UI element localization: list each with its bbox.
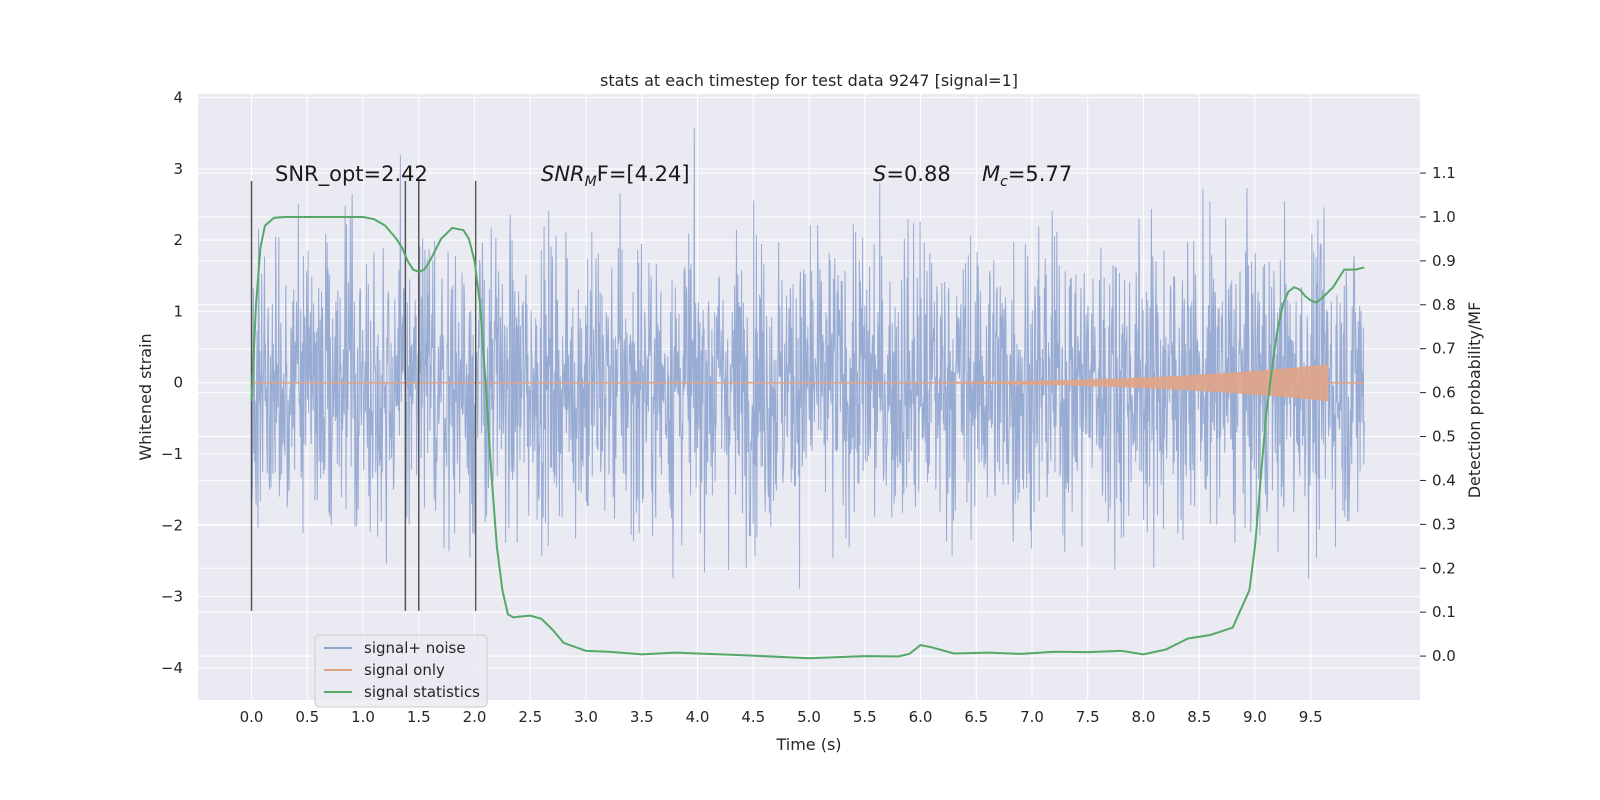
- y2-tick-label: 0.9: [1432, 252, 1456, 270]
- y-tick-label: 2: [173, 231, 183, 249]
- x-tick-label: 6.5: [964, 708, 988, 726]
- y2-tick-label: 1.0: [1432, 208, 1456, 226]
- annotation-s-value: =0.88: [886, 162, 950, 186]
- legend-label-stats: signal statistics: [364, 683, 480, 701]
- stats-layer: [250, 215, 1365, 660]
- legend-label-noise: signal+ noise: [364, 639, 466, 657]
- annotation-mc-value: =5.77: [1008, 162, 1072, 186]
- stats-line: [250, 215, 1365, 660]
- signal-layer: [251, 364, 1365, 402]
- annotation-mc: Mc=5.77: [982, 162, 1072, 190]
- x-tick-label: 2.5: [518, 708, 542, 726]
- y2-tick-label: 0.1: [1432, 603, 1456, 621]
- y2-tick-label: 0.2: [1432, 559, 1456, 577]
- y2-tick-label: 0.8: [1432, 296, 1456, 314]
- legend-label-signal: signal only: [364, 661, 445, 679]
- x-tick-label: 3.0: [574, 708, 598, 726]
- y2-tick-label: 0.7: [1432, 340, 1456, 358]
- x-tick-label: 1.0: [351, 708, 375, 726]
- y-tick-label: −2: [161, 516, 183, 534]
- x-tick-label: 9.0: [1243, 708, 1267, 726]
- x-tick-label: 9.5: [1299, 708, 1323, 726]
- chart-title: stats at each timestep for test data 924…: [600, 71, 1018, 90]
- x-tick-label: 0.0: [240, 708, 264, 726]
- y-tick-label: 1: [173, 302, 183, 320]
- y-tick-label: 3: [173, 160, 183, 178]
- x-axis-title: Time (s): [775, 735, 841, 754]
- annotation-snr-mf-symbol: SNR: [541, 162, 585, 186]
- x-tick-label: 7.5: [1076, 708, 1100, 726]
- annotation-s: S=0.88: [873, 162, 951, 186]
- x-tick-label: 4.5: [741, 708, 765, 726]
- x-tick-label: 0.5: [295, 708, 319, 726]
- y2-axis-title: Detection probability/MF: [1465, 302, 1484, 499]
- x-tick-label: 8.5: [1187, 708, 1211, 726]
- annotation-mc-symbol: M: [982, 162, 1000, 186]
- ticks-layer: 0.0 0.5 1.0 1.5 2.0 2.5 3.0 3.5 4.0 4.5 5.0 5.5 6.0 6…: [161, 89, 1456, 726]
- y2-tick-label: 0.3: [1432, 515, 1456, 533]
- signal-chirp: [809, 364, 1328, 402]
- x-tick-label: 6.0: [909, 708, 933, 726]
- y2-tick-label: 0.6: [1432, 384, 1456, 402]
- annotation-snr-mf-value: F=[4.24]: [597, 162, 690, 186]
- y-tick-label: −1: [161, 445, 183, 463]
- x-tick-label: 7.0: [1020, 708, 1044, 726]
- x-tick-label: 3.5: [630, 708, 654, 726]
- y-tick-label: 0: [173, 374, 183, 392]
- y-tick-label: −3: [161, 588, 183, 606]
- y2-tick-label: 0.0: [1432, 647, 1456, 665]
- annotation-s-symbol: S: [873, 162, 886, 186]
- y-tick-label: −4: [161, 659, 183, 677]
- y-axis-title: Whitened strain: [136, 333, 155, 460]
- annotation-snr-mf: SNRMF=[4.24]: [541, 162, 690, 190]
- x-tick-label: 5.0: [797, 708, 821, 726]
- annotation-snr-mf-subscript: M: [585, 174, 597, 190]
- y2-tick-label: 0.5: [1432, 428, 1456, 446]
- x-tick-label: 2.0: [463, 708, 487, 726]
- x-tick-label: 4.0: [686, 708, 710, 726]
- annotation-snr-opt: SNR_opt=2.42: [275, 162, 428, 187]
- legend-box: [314, 634, 488, 708]
- legend: signal+ noise signal only signal statist…: [314, 634, 488, 708]
- y2-tick-label: 0.4: [1432, 471, 1456, 489]
- x-tick-label: 5.5: [853, 708, 877, 726]
- x-tick-label: 8.0: [1132, 708, 1156, 726]
- y-tick-label: 4: [173, 89, 183, 107]
- annotation-mc-subscript: c: [1000, 174, 1008, 190]
- x-tick-label: 1.5: [407, 708, 431, 726]
- y2-tick-label: 1.1: [1432, 164, 1456, 182]
